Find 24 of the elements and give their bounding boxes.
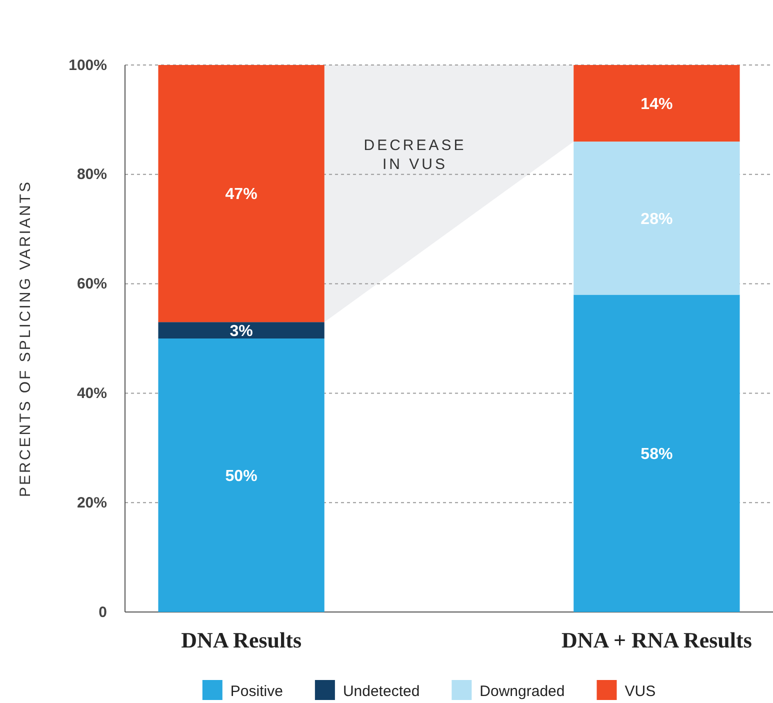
y-tick-label: 60%: [76, 276, 107, 293]
legend-label: Downgraded: [480, 683, 565, 700]
y-axis-title: PERCENTS OF SPLICING VARIANTS: [17, 180, 34, 497]
legend-label: Positive: [230, 683, 283, 700]
bar: [158, 338, 324, 612]
y-tick-label: 100%: [68, 56, 107, 74]
y-tick-label: 0: [98, 604, 107, 621]
data-label: 3%: [230, 322, 253, 340]
y-tick-label: 40%: [76, 385, 107, 402]
y-tick-label: 80%: [76, 166, 107, 184]
bar: [574, 294, 740, 612]
bar: [574, 65, 740, 142]
legend-label: Undetected: [342, 683, 420, 700]
x-tick-label: DNA + RNA Results: [561, 628, 752, 653]
y-tick-label: 20%: [76, 494, 107, 512]
data-label: 50%: [225, 468, 258, 485]
data-label: 47%: [225, 186, 258, 204]
bar: [158, 322, 324, 338]
data-label: 28%: [640, 210, 673, 228]
legend-label: VUS: [624, 683, 656, 700]
x-tick-label: DNA Results: [181, 628, 302, 653]
annotation: DECREASE IN VUS: [364, 137, 466, 173]
data-label: 14%: [640, 96, 673, 113]
data-label: 58%: [640, 446, 673, 463]
